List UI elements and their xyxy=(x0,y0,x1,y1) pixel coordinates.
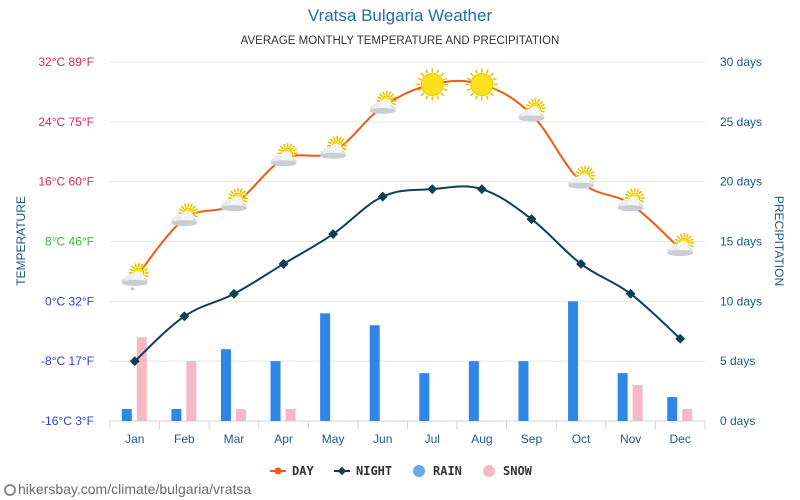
rain-bar xyxy=(468,361,479,421)
y-tick-label: -8°C 17°F xyxy=(41,354,94,368)
cloud-sun-icon xyxy=(270,143,298,167)
svg-text:*: * xyxy=(131,286,135,295)
y-tick-label: -16°C 3°F xyxy=(41,414,94,428)
y-tick-label: 32°C 89°F xyxy=(38,55,94,69)
y-axis-title: TEMPERATURE xyxy=(14,196,28,286)
x-tick-label: Feb xyxy=(174,432,195,446)
y-tick-label: 8°C 46°F xyxy=(45,235,94,249)
cloud-sun-icon xyxy=(617,188,645,212)
snow-bar xyxy=(235,409,246,421)
chart-title: Vratsa Bulgaria Weather xyxy=(307,6,493,25)
legend-label: NIGHT xyxy=(356,464,392,478)
source-url: hikersbay.com/climate/bulgaria/vratsa xyxy=(18,481,252,497)
legend-label: SNOW xyxy=(503,464,533,478)
cloud-sun-icon xyxy=(369,90,397,114)
rain-bar xyxy=(568,301,579,421)
night-point xyxy=(625,288,636,299)
rain-bar xyxy=(121,409,132,421)
rain-bar xyxy=(419,373,430,421)
cloud-sun-icon xyxy=(220,188,248,212)
rain-bar xyxy=(369,325,380,421)
y2-tick-label: 30 days xyxy=(720,55,762,69)
rain-bar xyxy=(171,409,182,421)
snow-bar xyxy=(682,409,693,421)
cloud-sun-icon xyxy=(518,98,546,122)
night-point xyxy=(179,311,190,322)
snow-bar xyxy=(632,385,643,421)
rain-bar xyxy=(320,313,331,421)
x-tick-label: Dec xyxy=(670,432,691,446)
day-line xyxy=(134,79,681,280)
x-tick-label: Jul xyxy=(425,432,440,446)
night-point xyxy=(278,258,289,269)
rain-bar xyxy=(270,361,281,421)
snow-bar xyxy=(285,409,296,421)
y2-axis-title: PRECIPITATION xyxy=(772,196,786,286)
legend-item-night: NIGHT xyxy=(334,464,392,478)
y2-tick-label: 5 days xyxy=(720,354,755,368)
snow-cloud-sun-icon: * xyxy=(121,262,149,295)
legend-item-day: DAY xyxy=(270,464,314,478)
night-point xyxy=(675,333,686,344)
night-point xyxy=(576,258,586,269)
x-tick-label: Aug xyxy=(471,432,492,446)
legend-label: DAY xyxy=(292,464,314,478)
globe-icon xyxy=(4,484,16,496)
night-point xyxy=(377,191,388,202)
y2-tick-label: 15 days xyxy=(720,235,762,249)
source-link[interactable]: hikersbay.com/climate/bulgaria/vratsa xyxy=(4,481,251,497)
y-tick-label: 16°C 60°F xyxy=(38,175,94,189)
rain-bar xyxy=(617,373,628,421)
x-tick-label: Nov xyxy=(620,432,641,446)
x-tick-label: Apr xyxy=(274,432,293,446)
y2-tick-label: 25 days xyxy=(720,115,762,129)
night-point xyxy=(129,356,140,367)
sun-icon xyxy=(416,68,449,101)
chart-subtitle: AVERAGE MONTHLY TEMPERATURE AND PRECIPIT… xyxy=(240,35,560,47)
x-tick-label: May xyxy=(322,432,345,446)
night-point xyxy=(328,229,339,239)
rain-bar xyxy=(220,349,231,421)
night-point xyxy=(229,288,239,299)
x-tick-label: Jun xyxy=(373,432,392,446)
cloud-sun-icon xyxy=(667,232,695,256)
sun-icon xyxy=(465,68,498,101)
cloud-sun-icon xyxy=(568,165,596,189)
y2-tick-label: 20 days xyxy=(720,175,762,189)
snow-bar xyxy=(136,337,147,421)
y2-tick-label: 0 days xyxy=(720,414,755,428)
rain-bar xyxy=(667,397,678,421)
legend-item-snow: SNOW xyxy=(483,464,533,478)
night-point xyxy=(427,184,438,195)
night-line xyxy=(134,185,681,362)
x-tick-label: Oct xyxy=(572,432,591,446)
x-tick-label: Jan xyxy=(125,432,144,446)
y2-tick-label: 10 days xyxy=(720,294,762,308)
cloud-sun-icon xyxy=(320,135,348,159)
x-tick-label: Mar xyxy=(224,432,245,446)
night-point xyxy=(476,184,487,195)
y-tick-label: 24°C 75°F xyxy=(38,115,94,129)
y-tick-label: 0°C 32°F xyxy=(45,294,94,308)
cloud-sun-icon xyxy=(171,203,199,227)
night-point xyxy=(526,214,537,225)
x-tick-label: Sep xyxy=(521,432,543,446)
legend-item-rain: RAIN xyxy=(413,464,462,478)
rain-bar xyxy=(518,361,529,421)
snow-bar xyxy=(186,361,197,421)
legend-label: RAIN xyxy=(433,464,462,478)
